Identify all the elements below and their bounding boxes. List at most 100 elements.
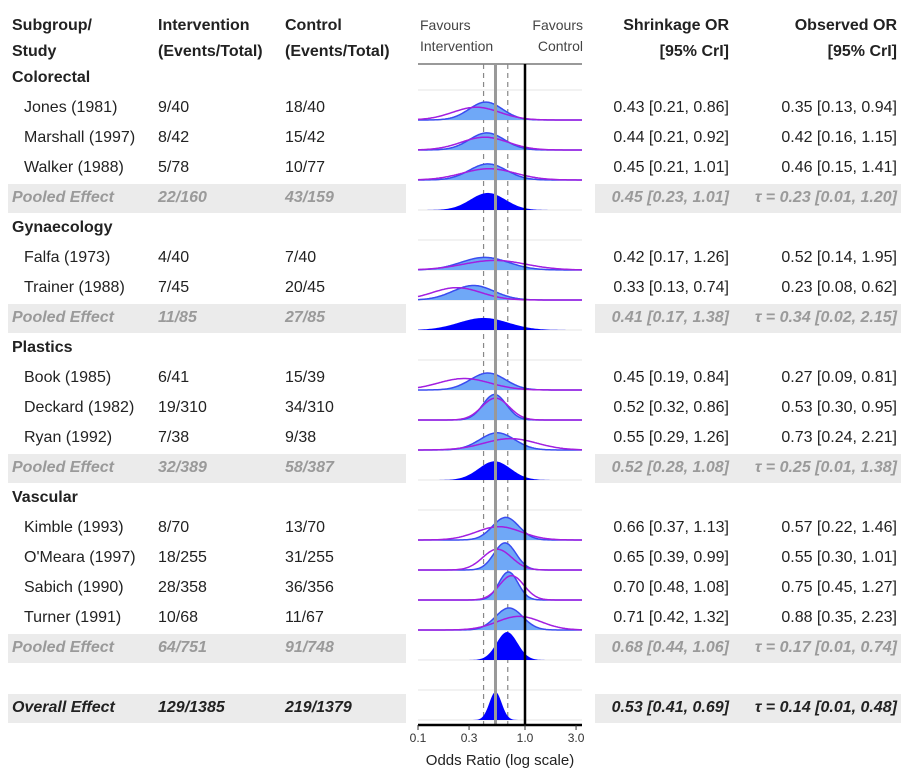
observed-or: 0.52 [0.14, 1.95]	[781, 249, 897, 266]
header-study-1: Subgroup/	[12, 17, 92, 34]
control-events: 43/159	[285, 189, 334, 206]
study-label: Falfa (1973)	[24, 249, 111, 266]
row-band	[8, 304, 406, 333]
header-study-2: Study	[12, 43, 57, 60]
intervention-events: 8/42	[158, 129, 190, 146]
overall-label: Overall Effect	[12, 699, 115, 716]
study-label: Marshall (1997)	[24, 129, 136, 146]
observed-or: τ = 0.23 [0.01, 1.20]	[754, 189, 897, 206]
favours-control-1: Favours	[532, 17, 583, 33]
control-events: 15/39	[285, 369, 326, 386]
observed-density	[417, 286, 582, 301]
header-control-2: (Events/Total)	[285, 43, 390, 60]
control-events: 10/77	[285, 159, 326, 176]
observed-density	[417, 167, 582, 181]
pooled-label: Pooled Effect	[12, 639, 114, 656]
control-events: 31/255	[285, 549, 334, 566]
intervention-events: 64/751	[158, 639, 207, 656]
shrinkage-or: 0.33 [0.13, 0.74]	[613, 279, 729, 296]
intervention-events: 7/38	[158, 429, 190, 446]
control-events: 18/40	[285, 99, 326, 116]
shrinkage-or: 0.68 [0.44, 1.06]	[611, 639, 729, 656]
pooled-density	[418, 692, 582, 720]
observed-density	[418, 397, 582, 421]
pooled-label: Pooled Effect	[12, 309, 114, 326]
observed-or: 0.35 [0.13, 0.94]	[781, 99, 897, 116]
intervention-events: 28/358	[158, 579, 207, 596]
pooled-density	[418, 317, 582, 330]
intervention-events: 5/78	[158, 159, 190, 176]
shrinkage-or: 0.41 [0.17, 1.38]	[611, 309, 729, 326]
observed-or: 0.27 [0.09, 0.81]	[781, 369, 897, 386]
observed-or: 0.75 [0.45, 1.27]	[781, 579, 897, 596]
shrinkage-or: 0.53 [0.41, 0.69]	[611, 699, 729, 716]
row-band	[595, 634, 901, 663]
group-label: Plastics	[12, 339, 73, 356]
header-intervention-1: Intervention	[158, 17, 250, 34]
intervention-events: 7/45	[158, 279, 190, 296]
favours-control-2: Control	[537, 38, 583, 54]
shrinkage-or: 0.52 [0.32, 0.86]	[613, 399, 729, 416]
observed-or: τ = 0.14 [0.01, 0.48]	[754, 699, 897, 716]
intervention-events: 10/68	[158, 609, 199, 626]
header-intervention-2: (Events/Total)	[158, 43, 263, 60]
control-events: 11/67	[285, 609, 324, 626]
pooled-label: Pooled Effect	[12, 189, 114, 206]
observed-density	[418, 259, 582, 271]
control-events: 15/42	[285, 129, 326, 146]
shrinkage-or: 0.43 [0.21, 0.86]	[613, 99, 729, 116]
control-events: 58/387	[285, 459, 334, 476]
row-band	[595, 694, 901, 723]
shrinkage-or: 0.65 [0.39, 0.99]	[613, 549, 729, 566]
row-band	[8, 454, 406, 483]
intervention-events: 4/40	[158, 249, 190, 266]
control-events: 20/45	[285, 279, 326, 296]
intervention-events: 19/310	[158, 399, 207, 416]
control-events: 36/356	[285, 579, 334, 596]
row-band	[595, 454, 901, 483]
shrinkage-density	[418, 257, 582, 270]
pooled-density	[418, 192, 582, 210]
observed-or: τ = 0.25 [0.01, 1.38]	[754, 459, 897, 476]
study-label: Turner (1991)	[24, 609, 122, 626]
row-band	[8, 634, 406, 663]
shrinkage-or: 0.70 [0.48, 1.08]	[613, 579, 729, 596]
shrinkage-density	[418, 432, 582, 450]
observed-or: 0.55 [0.30, 1.01]	[781, 549, 897, 566]
study-label: Trainer (1988)	[24, 279, 125, 296]
group-label: Vascular	[12, 489, 78, 506]
intervention-events: 8/70	[158, 519, 190, 536]
observed-density	[417, 106, 582, 121]
favours-intervention-1: Favours	[420, 17, 471, 33]
shrinkage-density	[418, 394, 582, 420]
observed-or: 0.88 [0.35, 2.23]	[781, 609, 897, 626]
shrinkage-or: 0.44 [0.21, 0.92]	[613, 129, 729, 146]
control-events: 219/1379	[285, 699, 352, 716]
x-tick-label: 3.0	[568, 731, 585, 745]
group-label: Gynaecology	[12, 219, 113, 236]
header-observed-1: Observed OR	[794, 17, 897, 34]
shrinkage-or: 0.66 [0.37, 1.13]	[613, 519, 729, 536]
observed-or: τ = 0.34 [0.02, 2.15]	[754, 309, 897, 326]
intervention-events: 129/1385	[158, 699, 225, 716]
observed-density	[418, 437, 582, 451]
observed-or: τ = 0.17 [0.01, 0.74]	[754, 639, 897, 656]
header-control-1: Control	[285, 17, 342, 34]
shrinkage-density	[418, 572, 582, 600]
shrinkage-or: 0.55 [0.29, 1.26]	[613, 429, 729, 446]
shrinkage-or: 0.71 [0.42, 1.32]	[613, 609, 729, 626]
observed-or: 0.57 [0.22, 1.46]	[781, 519, 897, 536]
control-events: 13/70	[285, 519, 326, 536]
shrinkage-or: 0.42 [0.17, 1.26]	[613, 249, 729, 266]
study-label: Deckard (1982)	[24, 399, 135, 416]
study-label: Sabich (1990)	[24, 579, 124, 596]
control-events: 34/310	[285, 399, 334, 416]
observed-or: 0.23 [0.08, 0.62]	[781, 279, 897, 296]
intervention-events: 11/85	[158, 309, 197, 326]
control-events: 9/38	[285, 429, 317, 446]
study-label: O'Meara (1997)	[24, 549, 136, 566]
study-label: Jones (1981)	[24, 99, 118, 116]
x-tick-label: 0.3	[461, 731, 478, 745]
observed-density	[418, 548, 582, 571]
